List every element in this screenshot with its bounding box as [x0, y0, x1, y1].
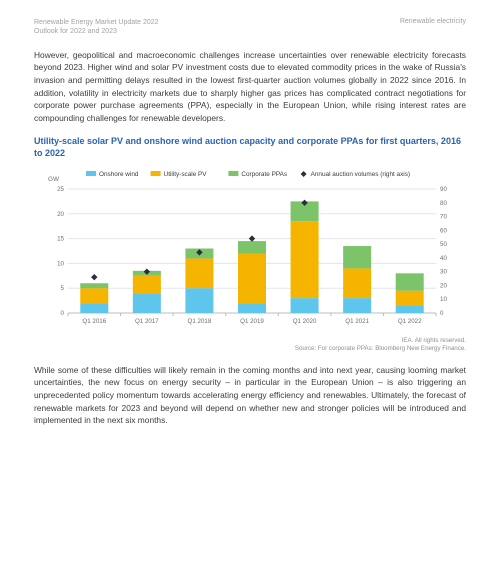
paragraph-1: However, geopolitical and macroeconomic … [34, 49, 466, 125]
svg-text:Utility-scale PV: Utility-scale PV [164, 171, 208, 178]
svg-text:0: 0 [440, 310, 444, 317]
svg-text:20: 20 [57, 211, 64, 218]
svg-text:5: 5 [61, 285, 65, 292]
svg-text:0: 0 [61, 310, 65, 317]
paragraph-2: While some of these difficulties will li… [34, 364, 466, 427]
bar-corporate_ppas [80, 283, 108, 288]
header-left: Renewable Energy Market Update 2022 Outl… [34, 18, 159, 37]
marker-diamond [91, 274, 97, 280]
bar-onshore_wind [396, 305, 424, 312]
header-section: Renewable electricity [400, 18, 466, 37]
bar-onshore_wind [291, 298, 319, 313]
bar-utility_pv [133, 276, 161, 293]
bar-corporate_ppas [396, 273, 424, 290]
svg-text:80: 80 [440, 200, 447, 207]
svg-text:10: 10 [440, 296, 447, 303]
chart-credit: IEA. All rights reserved. [34, 337, 466, 344]
svg-text:Q1 2022: Q1 2022 [398, 318, 422, 325]
bar-onshore_wind [185, 288, 213, 313]
svg-text:10: 10 [57, 260, 64, 267]
chart-svg: 0 5 10 15 20 25 0 10 20 30 40 50 60 70 80 90 GW Q1 2016 Q1… [34, 165, 466, 335]
svg-text:90: 90 [440, 186, 447, 193]
svg-text:Q1 2016: Q1 2016 [82, 318, 106, 325]
svg-text:70: 70 [440, 213, 447, 220]
svg-text:Q1 2021: Q1 2021 [345, 318, 369, 325]
bar-onshore_wind [133, 293, 161, 313]
svg-text:50: 50 [440, 241, 447, 248]
svg-text:60: 60 [440, 227, 447, 234]
legend: Onshore wind Utility-scale PV Corporate PP… [86, 171, 410, 178]
bar-utility_pv [343, 268, 371, 298]
svg-text:Q1 2019: Q1 2019 [240, 318, 264, 325]
svg-text:30: 30 [440, 268, 447, 275]
bar-utility_pv [238, 253, 266, 303]
svg-text:15: 15 [57, 235, 64, 242]
bar-corporate_ppas [343, 246, 371, 268]
bar-onshore_wind [343, 298, 371, 313]
bar-utility_pv [185, 258, 213, 288]
bar-utility_pv [396, 290, 424, 305]
svg-text:Q1 2017: Q1 2017 [135, 318, 159, 325]
chart: 0 5 10 15 20 25 0 10 20 30 40 50 60 70 80 90 GW Q1 2016 Q1… [34, 165, 466, 335]
bar-onshore_wind [238, 303, 266, 313]
page-header: Renewable Energy Market Update 2022 Outl… [34, 18, 466, 37]
svg-text:Annual auction volumes (right: Annual auction volumes (right axis) [311, 171, 410, 178]
svg-text:GW: GW [48, 176, 60, 183]
bar-utility_pv [80, 288, 108, 303]
svg-text:Onshore wind: Onshore wind [99, 171, 139, 178]
bar-utility_pv [291, 221, 319, 298]
svg-text:Corporate PPAs: Corporate PPAs [241, 171, 287, 178]
chart-source: Source: For corporate PPAs: Bloomberg Ne… [34, 345, 466, 352]
svg-text:25: 25 [57, 186, 64, 193]
svg-text:20: 20 [440, 282, 447, 289]
doc-title-line-1: Renewable Energy Market Update 2022 [34, 18, 159, 27]
bar-corporate_ppas [238, 241, 266, 253]
svg-text:Q1 2018: Q1 2018 [188, 318, 212, 325]
svg-text:Q1 2020: Q1 2020 [293, 318, 317, 325]
svg-text:40: 40 [440, 255, 447, 262]
doc-title-line-2: Outlook for 2022 and 2023 [34, 27, 159, 36]
chart-title: Utility-scale solar PV and onshore wind … [34, 135, 466, 159]
marker-diamond [249, 235, 255, 241]
bar-onshore_wind [80, 303, 108, 313]
